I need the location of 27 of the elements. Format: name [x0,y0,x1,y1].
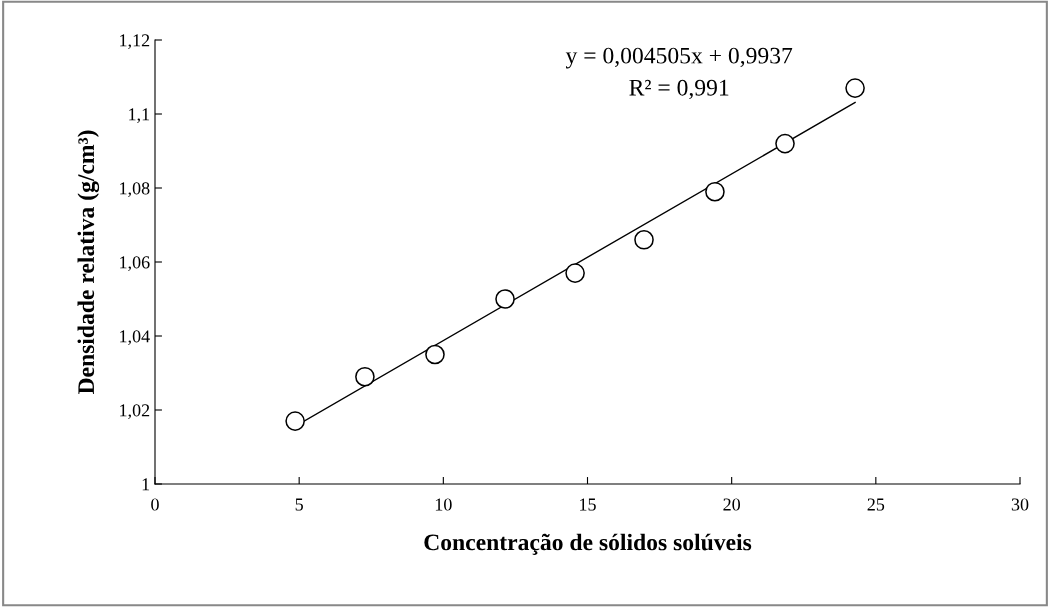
y-tick-label: 1,04 [120,330,150,346]
point [425,344,445,365]
annotation: y = 0,004505x + 0,9937 [565,47,793,69]
point [285,411,305,431]
annotation: R² = 0,991 [629,79,729,100]
x-tick-label: 10 [435,498,452,511]
y-tick-label: 1,08 [120,182,150,198]
y-tick-label: 1,06 [120,256,150,272]
point [845,78,865,98]
point [775,133,795,154]
x-tick-label: 20 [723,498,741,511]
x-tick-label: 15 [580,498,596,511]
y-tick-label: 1,1 [129,108,150,124]
point [565,263,585,283]
x-tick-label: 25 [867,498,885,511]
point [705,181,725,202]
x-tick-label: 5 [295,498,303,511]
y-axis-title: Densidade relativa (g/cm³) [77,130,100,395]
x-axis-title: Concentração de sólidos solúveis [424,533,752,555]
x-tick-label: 30 [1011,498,1029,511]
y-tick-label: 1 [142,478,150,491]
y-tick-label: 1,12 [120,34,150,50]
point [634,229,654,250]
y-tick-label: 1,02 [120,404,150,420]
x-tick-label: 0 [151,498,159,511]
point [495,289,515,309]
point [355,366,375,387]
